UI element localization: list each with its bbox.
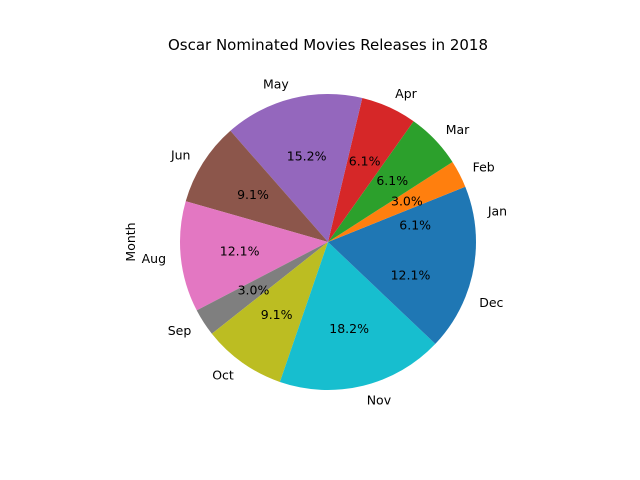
category-label-mar: Mar <box>446 122 470 137</box>
chart-title: Oscar Nominated Movies Releases in 2018 <box>168 36 488 54</box>
pie-slices <box>180 94 476 390</box>
percent-label-may: 15.2% <box>287 148 327 163</box>
percent-label-oct: 9.1% <box>261 307 293 322</box>
pie-slice-apr <box>328 98 414 243</box>
percent-label-aug: 12.1% <box>220 243 260 258</box>
category-label-nov: Nov <box>367 393 392 408</box>
percent-label-jan: 6.1% <box>399 218 431 233</box>
pie-slice-feb <box>328 161 466 242</box>
pie-slice-dec <box>328 242 476 344</box>
category-labels: Jan Feb Mar Apr May Jun Aug Sep Oct Nov Dec <box>142 76 508 407</box>
pie-slice-nov <box>279 242 436 390</box>
percent-label-dec: 12.1% <box>391 267 431 282</box>
category-label-oct: Oct <box>212 367 234 382</box>
percent-label-mar: 6.1% <box>376 173 408 188</box>
percent-label-apr: 6.1% <box>349 154 381 169</box>
pie-slice-aug <box>180 201 328 311</box>
category-label-may: May <box>263 76 289 91</box>
pie-slice-sep <box>196 242 328 334</box>
category-label-sep: Sep <box>168 323 192 338</box>
category-label-aug: Aug <box>142 251 166 266</box>
category-label-apr: Apr <box>395 86 417 101</box>
category-label-jan: Jan <box>487 204 507 219</box>
category-label-feb: Feb <box>473 160 495 175</box>
pie-slice-jan <box>328 186 476 242</box>
pie-slice-may <box>230 94 363 242</box>
percent-label-feb: 3.0% <box>391 194 423 209</box>
percent-label-nov: 18.2% <box>329 321 369 336</box>
y-axis-label: Month <box>123 222 138 261</box>
percent-labels: 6.1% 3.0% 6.1% 6.1% 15.2% 9.1% 12.1% 3.0% 9.1% 18… <box>220 148 431 335</box>
pie-slice-jun <box>185 130 328 242</box>
category-label-jun: Jun <box>170 147 191 162</box>
percent-label-jun: 9.1% <box>237 187 269 202</box>
percent-label-sep: 3.0% <box>238 283 270 298</box>
category-label-dec: Dec <box>479 295 503 310</box>
pie-slice-mar <box>328 121 453 242</box>
pie-slice-oct <box>211 242 328 382</box>
